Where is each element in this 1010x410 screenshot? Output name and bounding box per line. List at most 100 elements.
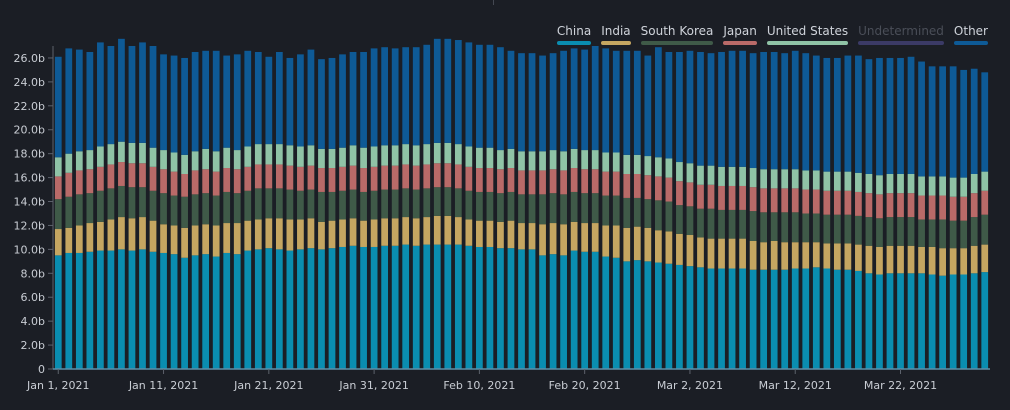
- bar-segment: [539, 255, 546, 369]
- bar-segment: [939, 248, 946, 276]
- bar-segment: [412, 218, 420, 246]
- bar-segment: [433, 187, 441, 216]
- bar-segment: [54, 157, 62, 177]
- legend-label: Undetermined: [858, 24, 944, 38]
- bar-segment: [802, 189, 810, 214]
- bar-segment: [328, 220, 336, 249]
- bar-segment: [928, 176, 936, 196]
- bar-segment: [349, 165, 357, 190]
- bar-segment: [707, 184, 715, 209]
- bar-segment: [728, 166, 736, 186]
- bar-segment: [223, 223, 231, 253]
- bar-segment: [728, 238, 736, 269]
- bar-segment: [65, 196, 73, 228]
- bar-segment: [244, 166, 252, 191]
- bar-segment: [391, 165, 399, 190]
- bar-segment: [907, 174, 915, 194]
- bar-segment: [844, 55, 852, 172]
- bar-segment: [265, 188, 273, 219]
- bar-segment: [265, 56, 273, 145]
- bar-segment: [844, 269, 852, 369]
- legend-item-japan[interactable]: Japan: [723, 24, 757, 45]
- legend-swatch: [601, 41, 631, 45]
- bar-segment: [233, 254, 241, 369]
- bar-segment: [307, 145, 315, 166]
- bar-segment: [886, 174, 894, 194]
- y-tick-label: 4.0b: [21, 315, 45, 328]
- bar-segment: [307, 218, 315, 249]
- bar-segment: [107, 164, 115, 189]
- bar-segment: [54, 176, 62, 200]
- bar-segment: [865, 245, 873, 274]
- bar-segment: [739, 238, 746, 269]
- x-tick-label: Jan 11, 2021: [128, 379, 198, 392]
- bar-segment: [65, 48, 73, 154]
- bar-segment: [412, 165, 420, 190]
- bar-segment: [54, 229, 62, 256]
- bar-segment: [907, 56, 915, 175]
- bar-segment: [160, 150, 167, 170]
- bar-segment: [949, 274, 957, 369]
- bar-segment: [423, 164, 431, 189]
- legend-item-india[interactable]: India: [601, 24, 631, 45]
- legend-swatch: [556, 41, 592, 45]
- bar-segment: [349, 51, 357, 146]
- legend-item-china[interactable]: China: [556, 24, 592, 45]
- bar-segment: [907, 217, 915, 246]
- bar-segment: [686, 182, 694, 207]
- bar-segment: [507, 168, 515, 192]
- bar-segment: [476, 220, 483, 247]
- bar-segment: [349, 145, 357, 166]
- bar-segment: [981, 272, 989, 369]
- bar-segment: [497, 169, 504, 194]
- legend-item-undetermined[interactable]: Undetermined: [858, 24, 944, 45]
- bar-segment: [749, 269, 757, 369]
- bar-segment: [960, 220, 968, 249]
- bar-segment: [54, 199, 62, 230]
- bar-segment: [497, 221, 504, 249]
- bar-segment: [223, 191, 231, 224]
- bar-segment: [570, 168, 578, 192]
- bar-segment: [339, 147, 346, 167]
- bar-segment: [412, 189, 420, 219]
- bar-segment: [718, 268, 725, 369]
- y-tick-label: 2.0b: [21, 339, 45, 352]
- bar-segment: [518, 53, 525, 152]
- bar-segment: [802, 53, 810, 171]
- bar-segment: [370, 190, 378, 220]
- bar-segment: [139, 217, 146, 250]
- bar-segment: [191, 170, 199, 195]
- bar-segment: [339, 219, 346, 247]
- bar-segment: [802, 242, 810, 269]
- bar-segment: [339, 166, 346, 191]
- y-tick-label: 10.0b: [14, 243, 45, 256]
- bar-segment: [539, 55, 546, 152]
- bar-segment: [454, 40, 462, 145]
- bar-segment: [318, 168, 325, 192]
- bar-segment: [381, 245, 389, 369]
- bar-segment: [97, 190, 104, 222]
- bar-segment: [581, 251, 589, 369]
- bar-segment: [170, 195, 178, 226]
- bar-segment: [349, 245, 357, 369]
- bar-segment: [54, 56, 62, 158]
- bar-segment: [381, 145, 389, 166]
- bar-segment: [423, 244, 431, 369]
- bar-segment: [928, 195, 936, 220]
- bar-segment: [749, 211, 757, 241]
- bar-segment: [286, 145, 294, 166]
- bar-segment: [928, 274, 936, 369]
- bar-segment: [170, 254, 178, 369]
- bar-segment: [476, 147, 483, 169]
- bar-segment: [486, 246, 494, 369]
- legend-item-united-states[interactable]: United States: [766, 24, 849, 45]
- legend-item-other[interactable]: Other: [953, 24, 988, 45]
- legend-item-south-korea[interactable]: South Korea: [640, 24, 714, 45]
- bar-segment: [855, 191, 862, 216]
- bar-segment: [770, 212, 778, 241]
- bar-segment: [960, 69, 968, 178]
- bar-segment: [844, 243, 852, 270]
- bar-segment: [812, 170, 820, 190]
- bar-segment: [928, 246, 936, 275]
- bar-segment: [160, 169, 167, 194]
